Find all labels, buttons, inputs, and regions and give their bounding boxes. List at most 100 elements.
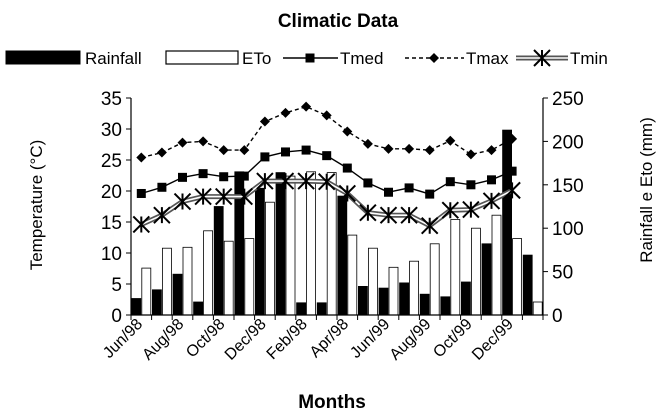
chart-title: Climatic Data <box>278 11 399 32</box>
y-tick-label: 0 <box>111 306 122 327</box>
tmax-point <box>362 138 373 149</box>
tmin-point <box>338 184 357 203</box>
eto-bar <box>161 247 172 316</box>
rainfall-bar <box>316 302 327 316</box>
legend: Rainfall ETo Tmed Tmax Tmin <box>5 49 608 68</box>
rainfall-bar <box>193 301 204 316</box>
eto-bar <box>326 172 337 316</box>
eto-bar <box>182 246 193 316</box>
tmin-point <box>173 192 192 211</box>
rainfall-bar <box>419 293 430 316</box>
eto-bar <box>203 230 214 316</box>
tmed-point <box>466 180 476 190</box>
tmed-point <box>136 188 146 198</box>
legend-eto-label: ETo <box>242 49 271 68</box>
y2-tick-label: 100 <box>552 219 584 240</box>
x-tick-label: Oct/99 <box>430 316 475 361</box>
tmed-point <box>487 175 496 185</box>
tmax-point <box>424 145 435 156</box>
eto-bar <box>388 266 399 316</box>
eto-bar <box>512 238 522 316</box>
tmax-point <box>342 126 353 137</box>
tmed-point <box>178 172 187 182</box>
eto-bar <box>491 214 502 316</box>
y-axis-label: Temperature (°C) <box>27 140 46 271</box>
tmin-point <box>132 215 151 234</box>
tmin-point <box>379 206 398 224</box>
eto-bar <box>223 240 234 316</box>
tmax-point <box>156 147 167 158</box>
rainfall-bar <box>151 289 162 316</box>
tmax-point <box>465 149 476 160</box>
tmax-point <box>239 145 250 156</box>
tmin-point <box>297 172 315 190</box>
tmed-point <box>363 178 373 188</box>
y-tick-label: 20 <box>101 182 122 203</box>
tmed-point <box>322 151 332 161</box>
rainfall-bar <box>502 129 513 316</box>
tmed-point <box>404 183 414 193</box>
tmed-point <box>507 166 517 176</box>
tmin-point <box>317 172 336 191</box>
tmax-point <box>136 152 147 163</box>
tmin-point <box>276 172 295 190</box>
legend-tmax-marker <box>429 53 439 63</box>
y-tick-label: 10 <box>101 244 122 265</box>
rainfall-bar <box>378 287 389 316</box>
x-tick-label: Aug/99 <box>387 316 435 364</box>
y2-tick-label: 50 <box>552 263 573 284</box>
tmax-point <box>383 143 394 154</box>
rainfall-bar <box>275 172 286 316</box>
tmax-point <box>280 107 291 118</box>
rainfall-bar <box>296 302 307 316</box>
y-tick-label: 30 <box>101 120 122 141</box>
y2-tick-label: 200 <box>552 132 584 153</box>
tmax-point <box>507 133 518 144</box>
tmax-point <box>301 101 312 112</box>
y2-axis-label: Rainfall e Eto (mm) <box>637 117 656 262</box>
tmax-point <box>445 135 456 146</box>
y-tick-label: 25 <box>101 151 122 172</box>
rainfall-bar <box>440 296 451 316</box>
eto-bar <box>285 175 296 316</box>
tmin-point <box>235 187 254 206</box>
tmin-point <box>400 206 418 224</box>
legend-tmed-label: Tmed <box>340 49 383 68</box>
rainfall-bar <box>254 187 265 316</box>
y2-tick-label: 250 <box>552 89 584 110</box>
eto-bar <box>306 171 317 316</box>
eto-bar <box>244 238 255 316</box>
tmax-point <box>321 110 332 121</box>
eto-bar <box>450 219 461 316</box>
y-tick-label: 15 <box>101 213 122 234</box>
legend-tmin-label: Tmin <box>570 49 608 68</box>
x-tick-label: Dec/99 <box>469 316 517 364</box>
y2-tick-label: 150 <box>552 176 584 197</box>
x-tick-label: Feb/98 <box>264 316 311 363</box>
tmax-point <box>259 116 270 127</box>
legend-tmed-marker <box>305 53 315 63</box>
tmed-point <box>157 182 167 192</box>
tmax-point <box>177 137 188 148</box>
y2-tick-label: 0 <box>552 306 563 327</box>
x-tick-label: Dec/98 <box>222 316 270 364</box>
tmed-point <box>239 171 249 181</box>
x-tick-label: Jun/99 <box>347 316 393 362</box>
x-tick-label: Oct/98 <box>183 316 228 361</box>
eto-bar <box>470 227 481 316</box>
tmin-point <box>441 201 460 219</box>
legend-rainfall-label: Rainfall <box>85 49 142 68</box>
tmin-point <box>503 181 521 200</box>
rainfall-bar <box>399 282 410 316</box>
tmin-point <box>214 187 233 206</box>
rainfall-bar <box>172 273 183 316</box>
tmin-point <box>420 217 439 235</box>
tmed-point <box>301 145 311 155</box>
x-tick-label: Jun/98 <box>100 316 146 362</box>
tmin-point <box>359 203 377 222</box>
tmax-point <box>198 136 209 147</box>
rainfall-bar <box>357 285 368 316</box>
rainfall-bar <box>460 281 471 316</box>
